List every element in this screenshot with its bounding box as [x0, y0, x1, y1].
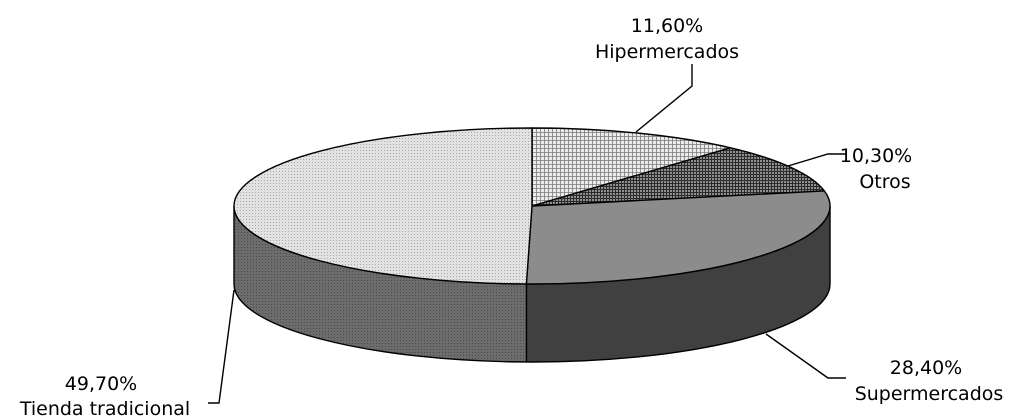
- value-label-tienda-tradicional: 49,70%: [65, 373, 137, 395]
- category-label-supermercados: Supermercados: [855, 383, 1004, 405]
- category-label-hipermercados: Hipermercados: [595, 41, 739, 63]
- label-otros: 10,30% Otros: [840, 145, 912, 193]
- label-supermercados: 28,40% Supermercados: [855, 357, 1004, 405]
- pie-slice-hipermercados: [531, 127, 732, 207]
- value-label-otros: 10,30%: [840, 145, 912, 167]
- leader-line-otros: [787, 153, 846, 167]
- value-label-supermercados: 28,40%: [890, 357, 962, 379]
- category-label-otros: Otros: [859, 171, 910, 193]
- pie-slice-otros: [531, 147, 826, 207]
- leader-line-hipermercados: [635, 64, 693, 133]
- pie-slice-supermercados: [525, 190, 831, 285]
- leader-line-tienda-tradicional: [208, 289, 235, 404]
- label-tienda-tradicional: 49,70% Tienda tradicional: [19, 373, 190, 418]
- category-label-tienda-tradicional: Tienda tradicional: [19, 398, 190, 418]
- leader-line-supermercados: [765, 333, 846, 379]
- pie-slice-tienda-tradicional: [233, 127, 533, 285]
- label-hipermercados: 11,60% Hipermercados: [595, 15, 739, 63]
- value-label-hipermercados: 11,60%: [631, 15, 703, 37]
